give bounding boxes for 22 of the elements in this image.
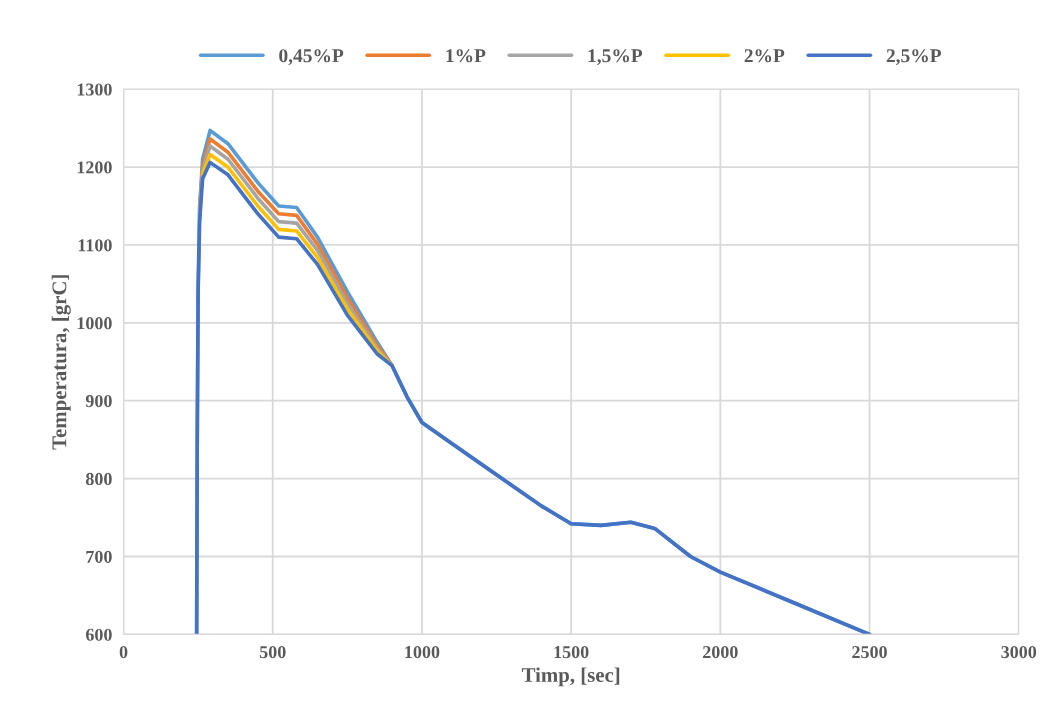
legend-label: 0,45%P: [279, 49, 344, 66]
x-tick-label: 3000: [1001, 646, 1037, 659]
x-tick-label: 500: [259, 646, 286, 659]
y-tick-label: 700: [86, 550, 112, 563]
x-tick-label: 1500: [554, 646, 589, 659]
legend-label: 1%P: [446, 49, 486, 63]
legend-label: 2%P: [744, 49, 785, 63]
legend-label: 2,5%P: [886, 49, 942, 66]
y-tick-label: 1300: [77, 83, 112, 96]
x-tick-label: 2000: [703, 646, 738, 659]
x-axis-title: Timp, [sec]: [521, 667, 620, 687]
y-tick-label: 900: [85, 394, 112, 408]
legend-label: 1,5%P: [588, 49, 643, 66]
y-tick-label: 800: [85, 472, 112, 486]
x-tick-label: 2500: [852, 646, 887, 659]
x-tick-label: 1000: [405, 646, 440, 659]
y-tick-label: 1200: [77, 161, 112, 174]
y-axis-title: Temperatura, [grC]: [51, 275, 71, 450]
x-tick-label: 0: [119, 646, 128, 659]
y-tick-label: 600: [85, 628, 112, 641]
y-tick-label: 1000: [77, 317, 112, 330]
y-tick-label: 1100: [78, 239, 112, 252]
